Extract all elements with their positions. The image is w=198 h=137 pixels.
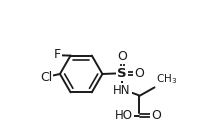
- Text: Cl: Cl: [40, 71, 52, 84]
- Text: HN: HN: [113, 84, 131, 97]
- Text: O: O: [117, 50, 127, 63]
- Text: HO: HO: [115, 109, 133, 122]
- Text: O: O: [151, 109, 161, 122]
- Text: S: S: [117, 67, 127, 80]
- Text: CH$_3$: CH$_3$: [156, 72, 177, 86]
- Text: O: O: [134, 67, 144, 80]
- Text: F: F: [54, 48, 61, 61]
